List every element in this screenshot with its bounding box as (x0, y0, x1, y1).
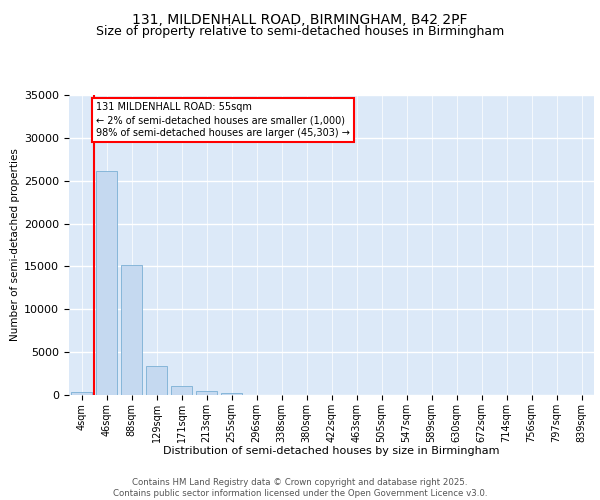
Bar (221, 394, 242, 395)
Bar (146, 366, 167, 395)
Y-axis label: Number of semi-detached properties: Number of semi-detached properties (10, 148, 20, 342)
Bar (196, 390, 217, 395)
Bar (96, 172, 117, 395)
Bar (121, 264, 142, 395)
Text: 131 MILDENHALL ROAD: 55sqm
← 2% of semi-detached houses are smaller (1,000)
98% : 131 MILDENHALL ROAD: 55sqm ← 2% of semi-… (96, 102, 350, 139)
Bar (171, 386, 192, 395)
Text: Contains HM Land Registry data © Crown copyright and database right 2025.
Contai: Contains HM Land Registry data © Crown c… (113, 478, 487, 498)
Text: 131, MILDENHALL ROAD, BIRMINGHAM, B42 2PF: 131, MILDENHALL ROAD, BIRMINGHAM, B42 2P… (132, 12, 468, 26)
X-axis label: Distribution of semi-detached houses by size in Birmingham: Distribution of semi-detached houses by … (163, 446, 500, 456)
Bar (71, 392, 92, 395)
Text: Size of property relative to semi-detached houses in Birmingham: Size of property relative to semi-detach… (96, 25, 504, 38)
